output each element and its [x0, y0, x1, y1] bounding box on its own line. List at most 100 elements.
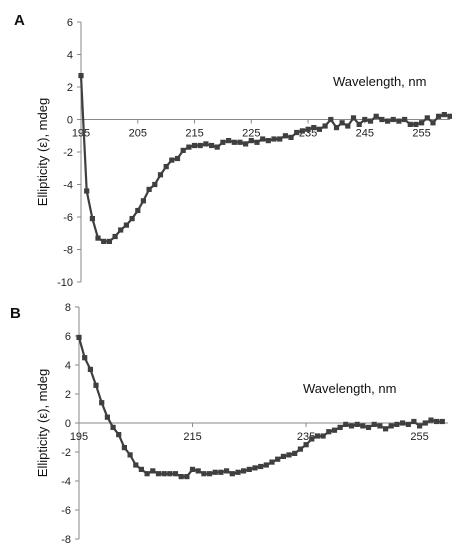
data-point — [422, 420, 428, 426]
y-tick-label: -8 — [61, 534, 71, 545]
data-point — [243, 141, 249, 147]
y-tick-label: 8 — [65, 302, 71, 314]
data-point — [246, 466, 252, 472]
data-point — [390, 116, 396, 123]
data-point — [157, 172, 164, 178]
data-point — [314, 433, 320, 439]
data-point — [252, 465, 258, 471]
y-tick-label: -2 — [61, 447, 71, 459]
data-point — [201, 471, 207, 477]
data-point — [226, 138, 232, 144]
data-point — [140, 198, 146, 204]
data-point — [303, 442, 309, 448]
data-point — [169, 157, 175, 163]
data-point — [339, 120, 345, 126]
data-point — [129, 216, 135, 222]
data-point — [377, 423, 383, 429]
data-point — [337, 424, 343, 430]
data-point — [184, 474, 190, 480]
data-point — [178, 474, 184, 480]
data-point — [326, 429, 332, 435]
data-point — [99, 400, 105, 406]
data-point — [189, 466, 196, 472]
data-point — [430, 120, 436, 126]
data-point — [305, 126, 311, 132]
data-point — [311, 125, 317, 131]
data-point — [218, 469, 224, 475]
data-point — [394, 421, 400, 427]
data-point — [441, 112, 447, 118]
data-point — [163, 164, 169, 170]
data-point — [434, 418, 440, 425]
y-axis-title: Ellipticity (ε), mdeg — [35, 98, 50, 206]
data-point — [106, 238, 112, 244]
data-point — [299, 128, 305, 134]
data-point — [135, 207, 141, 214]
data-point — [269, 459, 275, 465]
y-tick-label: 2 — [65, 389, 71, 401]
data-point — [229, 471, 235, 477]
data-point — [275, 456, 281, 462]
data-point — [350, 115, 357, 121]
data-point — [371, 421, 377, 427]
data-point — [172, 471, 179, 477]
data-point — [362, 116, 368, 123]
data-point — [254, 139, 260, 145]
data-point — [292, 450, 298, 456]
x-tick-label: 195 — [70, 431, 88, 443]
data-point — [212, 469, 218, 475]
data-point — [447, 113, 452, 119]
data-point — [411, 418, 417, 425]
data-point — [345, 123, 351, 129]
data-point — [258, 463, 264, 470]
series-line — [77, 337, 443, 478]
data-point — [235, 469, 241, 475]
data-point — [248, 138, 254, 144]
data-point — [373, 113, 379, 119]
data-point — [84, 188, 90, 194]
y-tick-label: -8 — [63, 245, 73, 257]
data-point — [424, 115, 430, 121]
data-point — [405, 421, 411, 427]
data-point — [309, 436, 315, 442]
panel-label: A — [14, 12, 25, 29]
data-point — [104, 414, 110, 420]
data-point — [174, 155, 181, 162]
data-point — [112, 233, 118, 240]
data-point — [241, 468, 247, 474]
y-tick-label: 6 — [65, 331, 71, 343]
panel-a-chart: A Ellipticity (ε), mdeg Wavelength, nm 6… — [14, 12, 452, 289]
data-point — [231, 139, 237, 145]
data-point — [417, 423, 423, 429]
data-point — [101, 238, 107, 244]
x-tick-label: 225 — [242, 128, 260, 140]
data-point — [271, 136, 277, 142]
x-tick-label: 215 — [185, 128, 203, 140]
data-point — [87, 366, 93, 372]
data-point — [379, 116, 385, 123]
y-axis-title: Ellipticity (ε), mdeg — [35, 369, 50, 477]
data-point — [195, 468, 201, 474]
data-point — [133, 462, 139, 468]
data-point — [220, 139, 226, 145]
data-point — [436, 113, 442, 119]
data-point — [280, 453, 286, 459]
y-tick-label: 6 — [67, 17, 73, 29]
y-tick-label: 0 — [67, 115, 73, 127]
y-tick-label: 2 — [67, 82, 73, 94]
data-point — [76, 334, 82, 340]
data-point — [331, 427, 338, 433]
x-tick-label: 245 — [356, 128, 374, 140]
data-point — [328, 116, 334, 123]
x-tick-label: 255 — [410, 431, 428, 443]
y-tick-label: -4 — [61, 476, 71, 488]
data-point — [207, 471, 213, 477]
data-point — [383, 426, 389, 432]
x-tick-label: 205 — [129, 128, 147, 140]
data-point — [209, 142, 215, 149]
data-point — [316, 126, 322, 132]
data-point — [146, 186, 152, 192]
data-point — [407, 121, 413, 127]
data-point — [320, 433, 326, 439]
data-point — [127, 452, 133, 458]
